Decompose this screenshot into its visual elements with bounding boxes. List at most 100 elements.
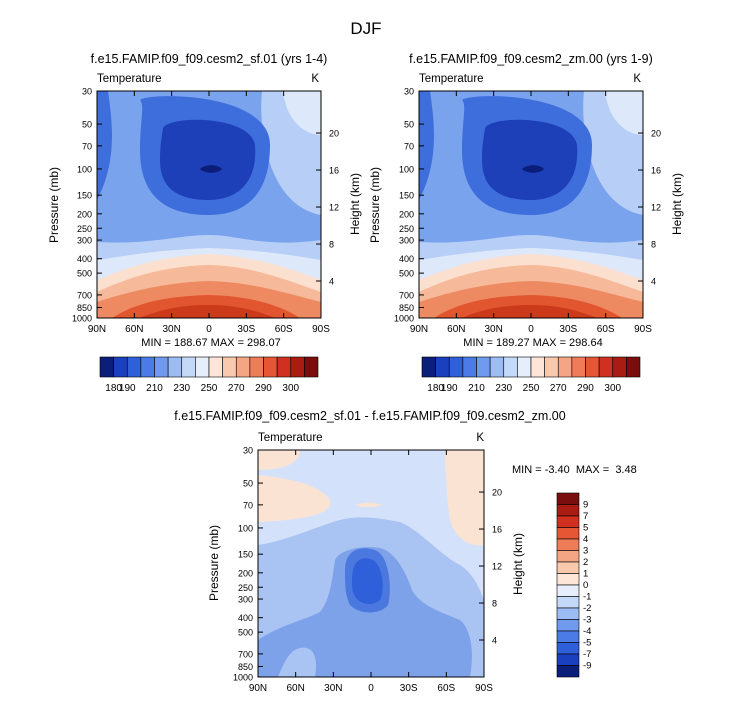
colorbar-box [195,356,210,378]
panel-title: f.e15.FAMIP.f09_f09.cesm2_zm.00 (yrs 1-9… [409,52,653,66]
colorbar-label: 190 [119,383,136,394]
y-tick-label: 30 [243,446,253,456]
colorbar-label: 210 [146,383,163,394]
colorbar-box [556,550,580,563]
colorbar-label: -7 [583,649,591,660]
y-tick-label: 700 [238,649,253,659]
y-tick-label: 150 [238,550,253,560]
y-tick-label: 1000 [233,673,253,683]
y2-tick-label: 4 [329,277,334,287]
x-tick-label: 0 [206,324,212,335]
y-tick-label: 1000 [394,314,414,324]
colorbar-label: 180 [105,383,122,394]
y2-axis-label: Height (km) [511,533,525,595]
colorbar-label: 230 [173,383,190,394]
axis-labels: Pressure (mb) Height (km) Pressure (mb) … [47,167,684,601]
y2-tick-label: 4 [492,636,497,646]
colorbar-box [462,356,477,378]
colorbar-box [544,356,559,378]
x-tick-label: 60S [275,324,293,335]
colorbar-label: 270 [228,383,245,394]
colorbar-box [435,356,450,378]
colorbar-label: 300 [282,383,299,394]
x-tick-label: 30N [324,683,342,694]
colorbar-box [612,356,627,378]
panel-zm: f.e15.FAMIP.f09_f09.cesm2_zm.00 (yrs 1-9… [409,52,653,319]
panel-variable-label: Temperature [258,432,323,444]
y-tick-label: 50 [243,479,253,489]
y-tick-label: 100 [77,164,92,174]
colorbar-label: 210 [468,383,485,394]
y2-tick-label: 16 [329,166,339,176]
y-axis-label: Pressure (mb) [207,525,221,601]
colorbar-box [556,653,580,666]
y-tick-label: 250 [238,583,253,593]
y2-tick-label: 8 [329,240,334,250]
colorbar-label: 2 [583,557,588,568]
colorbar-box [154,356,169,378]
colorbar-box [140,356,155,378]
x-tick-label: 60N [286,683,304,694]
y-axis-label: Pressure (mb) [368,167,382,243]
colorbar-label: -5 [583,638,591,649]
colorbar-label: 250 [523,383,540,394]
y-tick-label: 1000 [72,314,92,324]
y2-tick-label: 16 [492,525,502,535]
colorbar-label: 180 [427,383,444,394]
x-tick-label: 60N [447,324,465,335]
colorbar-box [167,356,183,378]
colorbar-label: 0 [583,580,588,591]
colorbar-label: -3 [583,615,591,626]
colorbar-box [556,515,580,528]
colorbar-box [489,356,505,378]
y2-tick-label: 20 [651,129,661,139]
y-tick-label: 50 [82,120,92,130]
contour-field [258,450,484,677]
colorbar-box [556,504,580,517]
axis-ticks: 90N 60N 30N 0 30S 60S 90S305070100150200250300… [72,87,661,695]
panel-title: f.e15.FAMIP.f09_f09.cesm2_sf.01 - f.e15.… [174,409,565,423]
panel-stats: MIN = -3.40 MAX = 3.48 [512,464,637,476]
colorbar-box [626,356,641,378]
colorbar-box [421,356,436,378]
colorbar-box [556,492,580,505]
y-tick-label: 50 [404,120,414,130]
colorbar-label: -1 [583,592,591,603]
colorbar-box [235,356,251,378]
y-tick-label: 400 [238,613,253,623]
colorbar-label: 4 [583,534,588,545]
x-tick-label: 60S [437,683,455,694]
y2-axis-label: Height (km) [348,173,362,235]
colorbar-label: 290 [255,383,272,394]
x-tick-label: 30S [559,324,577,335]
colorbar-box [249,356,264,378]
x-tick-label: 60N [125,324,143,335]
colorbar-label: 7 [583,511,588,522]
colorbar-box [263,356,278,378]
colorbar-box [556,561,580,574]
colorbar-box [556,596,580,609]
colorbar-box [556,538,580,551]
panel-stats: MIN = 188.67 MAX = 298.07 [141,337,280,349]
y-tick-label: 400 [399,254,414,264]
y-tick-label: 500 [399,269,414,279]
contour-field [97,91,321,318]
colorbar-box [503,356,518,378]
colorbar-box [556,573,580,586]
y-tick-label: 300 [77,236,92,246]
panel-variable-label: Temperature [97,73,162,85]
colorbar-label: 270 [550,383,567,394]
y-tick-label: 250 [399,224,414,234]
x-tick-label: 30S [237,324,255,335]
panel-units-label: K [476,432,484,444]
y-tick-label: 70 [243,500,253,510]
colorbar-box [557,356,573,378]
y-tick-label: 150 [399,191,414,201]
contour-field [419,91,643,318]
y-tick-label: 70 [404,141,414,151]
colorbar-box [585,356,600,378]
y2-tick-label: 16 [651,166,661,176]
colorbar-box [571,356,586,378]
